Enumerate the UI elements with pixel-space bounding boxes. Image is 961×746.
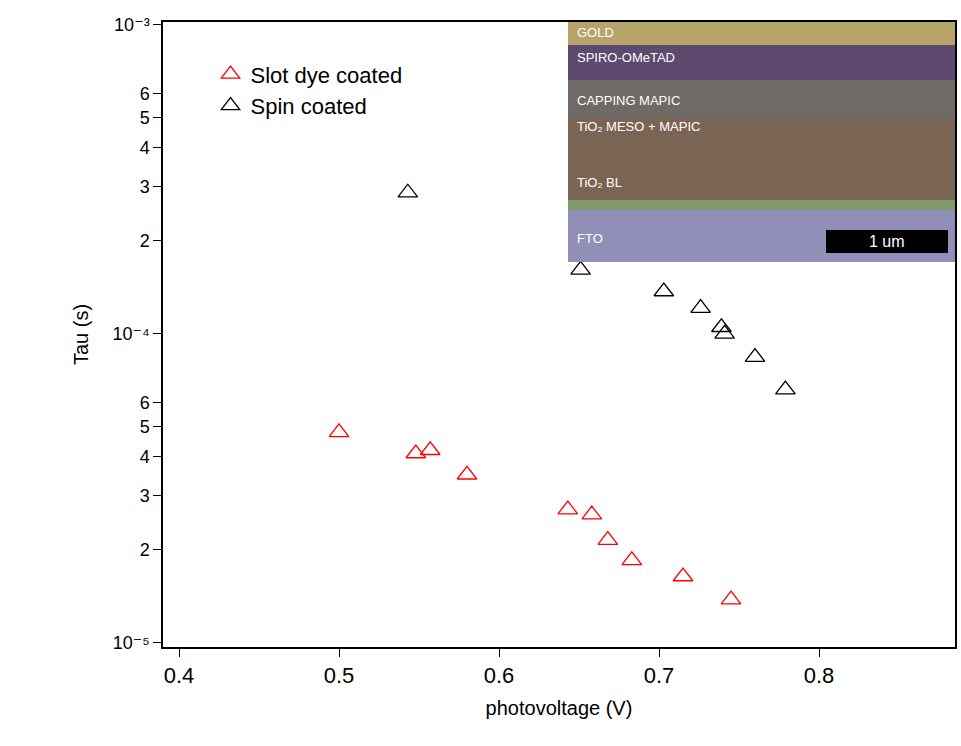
svg-text:photovoltage (V): photovoltage (V) (486, 697, 633, 719)
svg-text:6: 6 (140, 393, 150, 413)
svg-text:TiO₂ BL: TiO₂ BL (577, 175, 622, 190)
svg-text:3: 3 (140, 486, 150, 506)
svg-text:FTO: FTO (577, 231, 603, 246)
svg-text:Tau (s): Tau (s) (70, 304, 92, 365)
svg-text:2: 2 (140, 231, 150, 251)
svg-text:0.5: 0.5 (324, 663, 355, 688)
svg-text:Spin coated: Spin coated (251, 94, 367, 119)
svg-text:3: 3 (140, 177, 150, 197)
svg-text:2: 2 (140, 540, 150, 560)
svg-text:GOLD: GOLD (577, 25, 614, 40)
svg-text:6: 6 (140, 84, 150, 104)
svg-text:CAPPING MAPIC: CAPPING MAPIC (577, 93, 680, 108)
svg-text:5: 5 (140, 108, 150, 128)
svg-text:0.4: 0.4 (164, 663, 195, 688)
svg-text:0.6: 0.6 (484, 663, 515, 688)
svg-text:SPIRO-OMeTAD: SPIRO-OMeTAD (577, 50, 675, 65)
svg-text:1 um: 1 um (869, 233, 905, 250)
svg-text:10⁻³: 10⁻³ (114, 15, 150, 35)
svg-text:0.7: 0.7 (644, 663, 675, 688)
svg-text:Slot dye coated: Slot dye coated (251, 63, 403, 88)
svg-text:0.8: 0.8 (804, 663, 835, 688)
svg-text:10⁻⁵: 10⁻⁵ (113, 633, 150, 653)
svg-text:10⁻⁴: 10⁻⁴ (112, 324, 149, 344)
svg-text:4: 4 (140, 138, 150, 158)
svg-text:TiO₂ MESO + MAPIC: TiO₂ MESO + MAPIC (577, 119, 700, 134)
svg-text:4: 4 (140, 447, 150, 467)
svg-text:5: 5 (140, 417, 150, 437)
